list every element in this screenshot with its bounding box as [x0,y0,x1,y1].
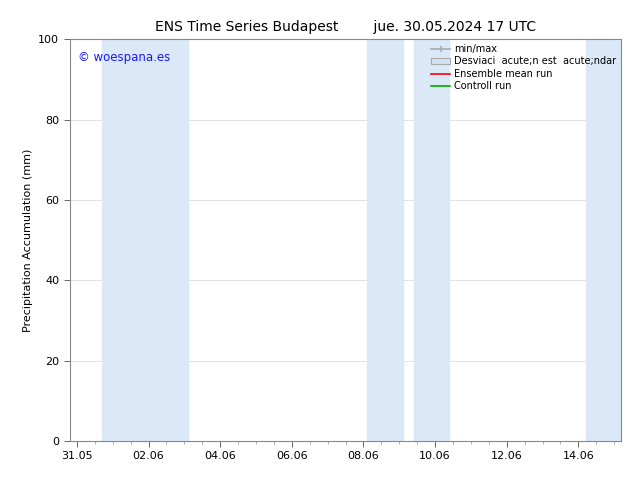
Title: ENS Time Series Budapest        jue. 30.05.2024 17 UTC: ENS Time Series Budapest jue. 30.05.2024… [155,20,536,34]
Text: © woespana.es: © woespana.es [78,51,171,64]
Bar [152,39,188,441]
Y-axis label: Precipitation Accumulation (mm): Precipitation Accumulation (mm) [23,148,33,332]
Bar [413,39,450,441]
Bar [586,39,621,441]
Bar [367,39,403,441]
Bar [102,39,159,441]
Legend: min/max, Desviaci  acute;n est  acute;ndar, Ensemble mean run, Controll run: min/max, Desviaci acute;n est acute;ndar… [428,41,619,94]
